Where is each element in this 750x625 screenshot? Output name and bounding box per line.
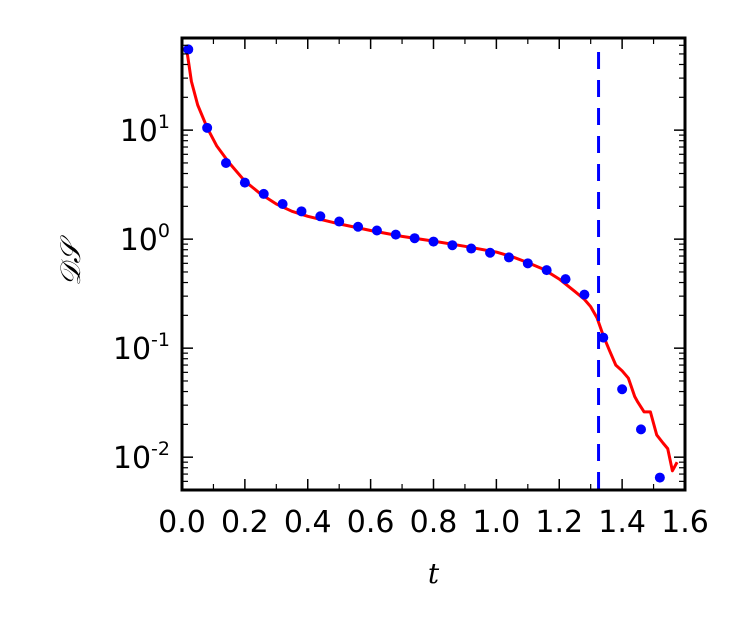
data-point bbox=[466, 243, 477, 254]
data-point bbox=[635, 424, 646, 435]
x-tick-label: 0.4 bbox=[284, 505, 332, 540]
data-point bbox=[654, 472, 665, 483]
data-point bbox=[560, 274, 571, 285]
data-point bbox=[503, 252, 514, 263]
x-tick-label: 0.2 bbox=[221, 505, 269, 540]
y-axis-label: 𝒟𝒮 bbox=[54, 235, 87, 286]
plot-data bbox=[183, 44, 679, 490]
data-point bbox=[315, 211, 326, 222]
data-point bbox=[371, 225, 382, 236]
series-line bbox=[185, 49, 679, 473]
data-point bbox=[258, 188, 269, 199]
data-point bbox=[353, 221, 364, 232]
tick-labels: 0.0 0.2 0.4 0.6 0.8 1.0 1.2 1.4 1.6 10-2 10-1 100 10… bbox=[113, 111, 709, 540]
data-point bbox=[277, 199, 288, 210]
y-tick-label: 101 bbox=[120, 111, 170, 149]
y-tick-label: 100 bbox=[120, 220, 170, 258]
x-tick-label: 0.0 bbox=[158, 505, 206, 540]
data-point bbox=[334, 216, 345, 227]
data-point bbox=[390, 229, 401, 240]
data-point bbox=[541, 265, 552, 276]
x-tick-label: 1.0 bbox=[473, 505, 521, 540]
data-point bbox=[428, 236, 439, 247]
data-point bbox=[522, 258, 533, 269]
data-point bbox=[598, 332, 609, 343]
x-tick-label: 0.6 bbox=[347, 505, 395, 540]
data-point bbox=[579, 289, 590, 300]
x-axis-label: t bbox=[428, 557, 440, 590]
data-point bbox=[239, 177, 250, 188]
data-point bbox=[221, 157, 232, 168]
data-point bbox=[617, 384, 628, 395]
data-point bbox=[202, 122, 213, 133]
data-point bbox=[296, 206, 307, 217]
x-tick-label: 0.8 bbox=[410, 505, 458, 540]
data-point bbox=[447, 240, 458, 251]
x-tick-label: 1.2 bbox=[535, 505, 583, 540]
data-point bbox=[183, 44, 194, 55]
y-tick-label: 10-2 bbox=[113, 438, 170, 476]
axis-ticks bbox=[181, 38, 686, 490]
x-tick-label: 1.6 bbox=[661, 505, 709, 540]
data-point bbox=[485, 247, 496, 258]
plot-frame bbox=[180, 36, 687, 492]
data-point bbox=[409, 233, 420, 244]
y-tick-label: 10-1 bbox=[113, 329, 170, 367]
x-tick-label: 1.4 bbox=[598, 505, 646, 540]
